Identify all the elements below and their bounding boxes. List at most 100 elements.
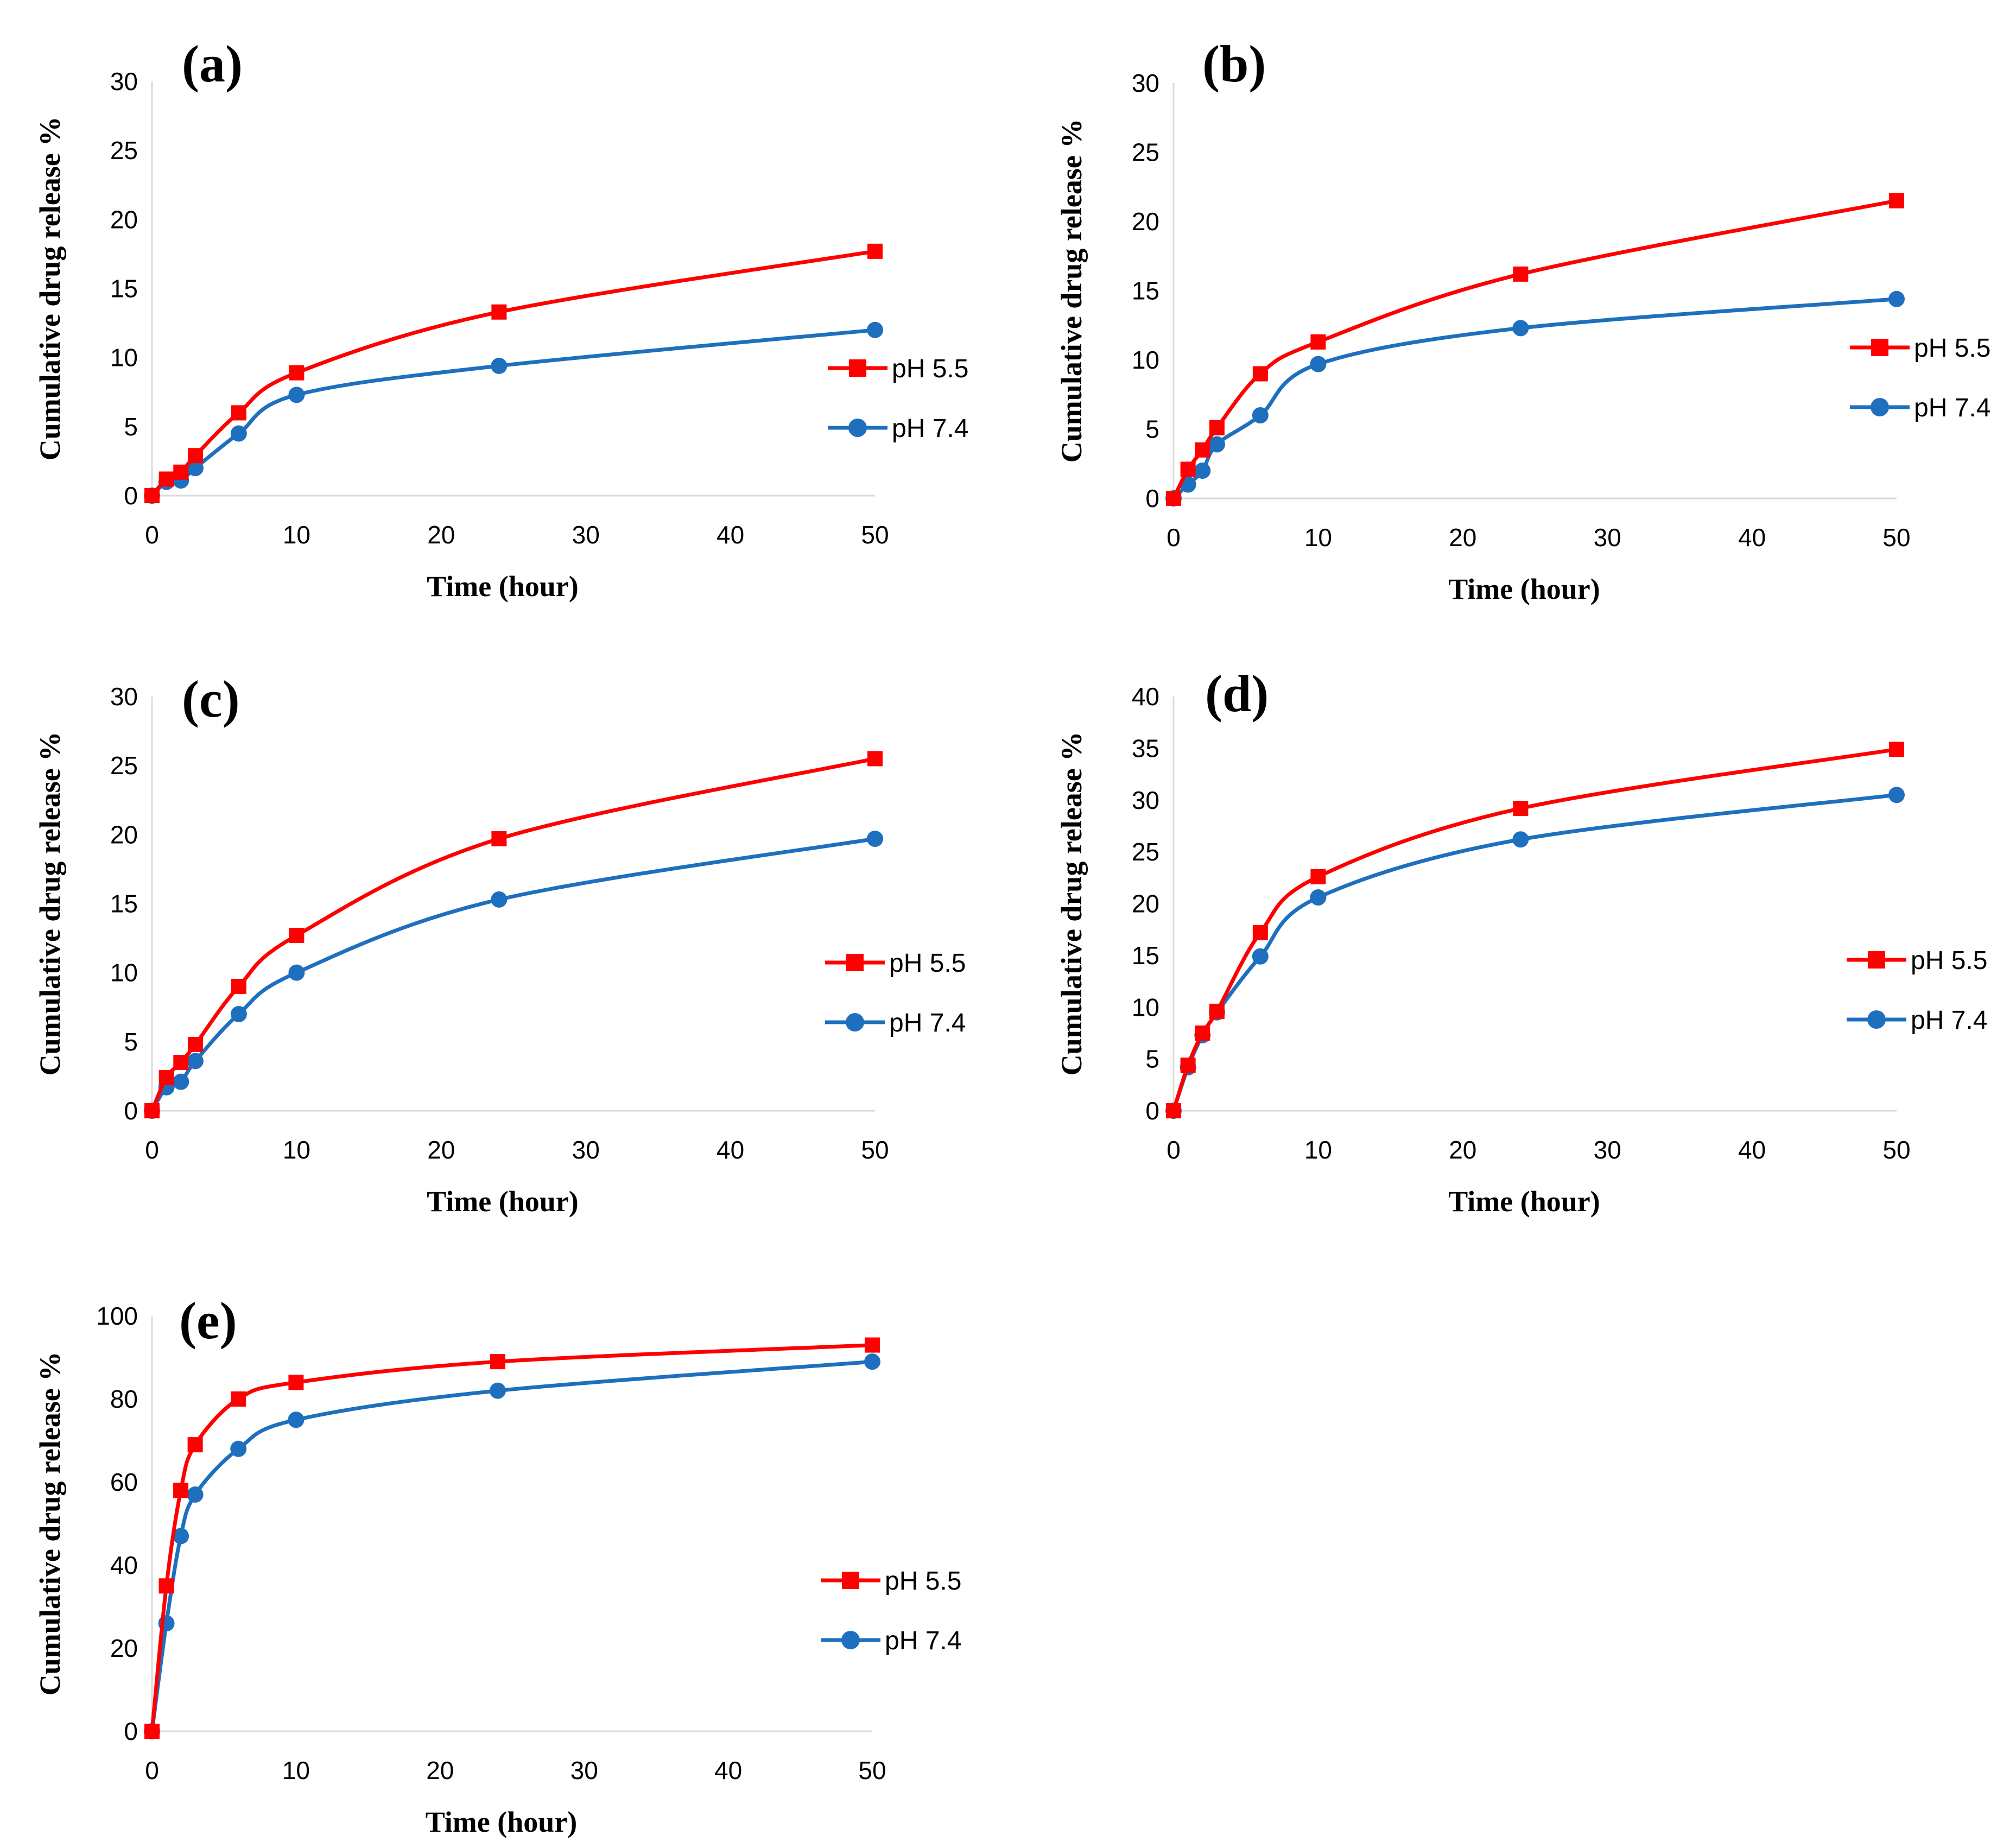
x-tick-label: 0 [145,1756,159,1784]
x-tick-label: 50 [861,521,889,549]
data-point [144,1724,160,1739]
series-line-ph7.4 [1171,793,1899,1113]
y-tick-label: 15 [1132,277,1159,305]
x-tick-label: 30 [570,1756,598,1784]
y-tick-label: 30 [1132,69,1159,97]
y-tick-label: 5 [1145,1045,1159,1073]
y-tick-label: 25 [110,136,138,164]
data-point [1889,742,1904,757]
data-point [1888,787,1905,803]
data-point [491,891,508,908]
data-point [1209,1003,1225,1019]
y-tick-label: 20 [110,205,138,233]
data-point [144,488,160,503]
legend-marker [846,954,864,971]
data-point [491,357,508,374]
y-tick-label: 15 [110,275,138,303]
legend-marker [841,1631,860,1649]
data-point [289,927,305,943]
legend-marker [842,1572,859,1589]
x-tick-label: 30 [1594,523,1621,552]
x-tick-label: 0 [145,521,159,549]
x-tick-label: 50 [1882,523,1910,552]
y-tick-label: 10 [110,959,138,987]
data-point [1252,948,1269,965]
y-tick-label: 30 [110,67,138,96]
series-line-ph7.4 [150,837,877,1113]
y-tick-label: 10 [1132,993,1159,1021]
data-point [1166,491,1181,506]
x-axis-title: Time (hour) [1448,573,1600,605]
legend-entry: pH 7.4 [1911,1006,1987,1035]
series-line-ph7.4 [150,1359,874,1733]
chart-panel-a: 0 5 10 15 20 25 30 0 10 20 30 40 50 Time (hour) Cumula… [34,35,968,603]
data-point [1180,461,1196,477]
data-point [187,1486,204,1503]
y-tick-label: 100 [96,1302,138,1330]
legend-marker [1871,339,1888,356]
x-axis-title: Time (hour) [1448,1185,1600,1218]
x-axis-title: Time (hour) [426,1806,578,1838]
x-tick-label: 10 [282,1756,310,1784]
x-tick-label: 50 [858,1756,886,1784]
x-tick-label: 20 [427,1136,455,1164]
data-point [864,1353,880,1370]
y-tick-label: 0 [1145,484,1159,512]
data-point [1512,831,1529,848]
legend-entry: pH 7.4 [885,1627,961,1655]
y-axis-title: Cumulative drug release % [34,1352,66,1695]
series-line-ph5.5 [1171,747,1899,1113]
y-axis-title: Cumulative drug release % [34,732,66,1075]
legend-entry: pH 7.4 [1914,394,1990,422]
data-point [289,365,305,381]
data-point [1310,889,1327,906]
data-point [1310,869,1326,884]
data-point [1512,320,1529,337]
legend-marker [1867,1010,1886,1029]
data-point [173,1073,189,1090]
data-point [187,1053,204,1069]
y-tick-label: 20 [110,820,138,849]
y-tick-label: 15 [110,890,138,918]
x-tick-label: 20 [427,521,455,549]
y-axis-title: Cumulative drug release % [34,117,66,460]
data-point [1194,463,1211,479]
y-tick-label: 5 [1145,415,1159,444]
x-axis-title: Time (hour) [427,570,579,603]
y-tick-label: 0 [124,1097,138,1125]
chart-panel-c: 0 5 10 15 20 25 30 0 10 20 30 40 50 Time (hour) Cumula… [34,670,966,1218]
data-point [288,1375,304,1390]
data-point [1252,925,1268,940]
data-point [1252,366,1268,382]
legend-entry: pH 5.5 [892,355,968,383]
data-point [187,1036,203,1052]
x-tick-label: 30 [572,1136,600,1164]
legend-entry: pH 5.5 [885,1567,961,1596]
data-point [187,460,204,477]
data-point [173,1054,189,1070]
data-point [159,1069,174,1085]
data-point [173,1483,189,1498]
y-tick-label: 10 [110,344,138,372]
x-tick-label: 0 [145,1136,159,1164]
series-line-ph5.5 [150,757,877,1113]
x-tick-label: 20 [1449,1136,1476,1164]
data-point [1209,420,1225,435]
y-tick-label: 40 [1132,682,1159,711]
data-point [288,387,305,403]
y-tick-label: 60 [110,1468,138,1496]
y-tick-label: 20 [1132,890,1159,918]
y-tick-label: 15 [1132,941,1159,970]
legend-entry: pH 7.4 [892,414,968,443]
legend-marker [1871,398,1889,416]
x-tick-label: 40 [717,521,744,549]
y-tick-label: 20 [110,1634,138,1662]
series-line-ph5.5 [150,249,877,498]
legend-entry: pH 5.5 [889,949,966,978]
data-point [489,1382,506,1399]
y-tick-label: 0 [124,1717,138,1745]
data-point [230,425,247,442]
legend-entry: pH 5.5 [1914,334,1990,363]
panel-label: (c) [182,670,240,728]
